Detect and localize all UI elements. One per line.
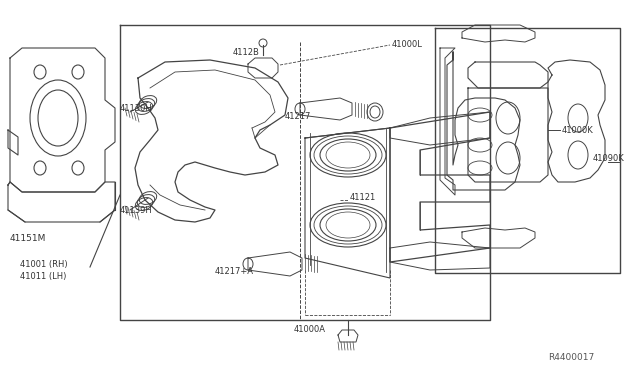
Text: 41217+A: 41217+A (215, 267, 254, 276)
Text: 41000L: 41000L (392, 39, 423, 48)
Text: 41001 (RH): 41001 (RH) (20, 260, 68, 269)
Text: 41011 (LH): 41011 (LH) (20, 273, 67, 282)
Text: 41151M: 41151M (10, 234, 46, 243)
Text: 4112B: 4112B (233, 48, 260, 57)
Text: 41000K: 41000K (562, 125, 594, 135)
Text: 41090K: 41090K (593, 154, 625, 163)
Text: 41217: 41217 (285, 112, 312, 121)
Text: 41121: 41121 (350, 192, 376, 202)
Text: 41000A: 41000A (294, 326, 326, 334)
Text: 41139H: 41139H (120, 205, 153, 215)
Text: 41130H: 41130H (120, 103, 153, 112)
Text: R4400017: R4400017 (548, 353, 595, 362)
